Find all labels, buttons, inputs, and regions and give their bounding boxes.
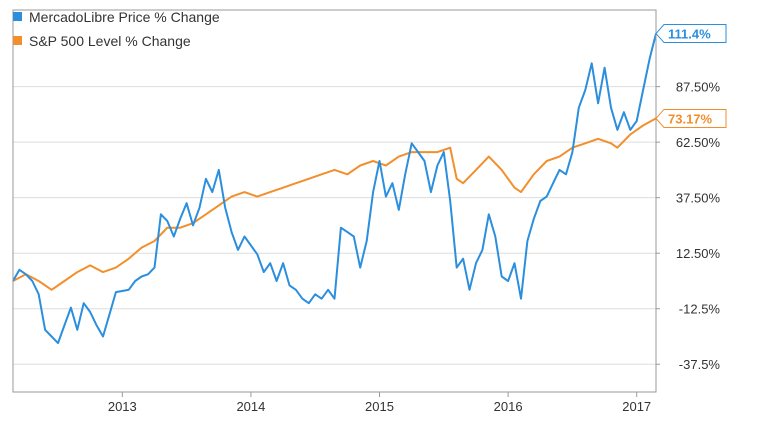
y-tick-label-0: 87.50% <box>676 80 721 95</box>
legend: MercadoLibre Price % Change S&P 500 Leve… <box>13 9 220 49</box>
y-tick-label-1: 62.50% <box>676 135 721 150</box>
end-label-box-1 <box>655 108 727 128</box>
y-tick-label-3: 12.50% <box>676 246 721 261</box>
end-label-box-0 <box>655 24 727 44</box>
x-tick-label-1: 2014 <box>236 399 265 414</box>
legend-label-sp500: S&P 500 Level % Change <box>29 33 191 49</box>
series-line-1 <box>12 117 657 291</box>
x-tick-label-4: 2017 <box>622 399 651 414</box>
legend-swatch-sp500 <box>13 36 22 45</box>
end-label-text-1: 73.17% <box>668 111 713 126</box>
y-tick-label-2: 37.50% <box>676 191 721 206</box>
end-label-text-0: 111.4% <box>668 27 711 42</box>
y-tick-label-4: -12.5% <box>679 302 721 317</box>
legend-swatch-mercadolibre <box>13 12 22 21</box>
legend-label-mercadolibre: MercadoLibre Price % Change <box>29 9 220 25</box>
end-labels: 111.4% 73.17% <box>655 24 727 128</box>
x-tick-label-0: 2013 <box>108 399 137 414</box>
x-axis-ticks: 2013 2014 2015 2016 2017 <box>108 392 651 414</box>
y-tick-label-5: -37.5% <box>679 357 721 372</box>
grid-lines <box>13 86 656 365</box>
x-tick-label-3: 2016 <box>494 399 523 414</box>
plot-frame <box>12 9 657 393</box>
series-lines <box>12 33 657 345</box>
y-axis-ticks: 87.50% 62.50% 37.50% 12.50% -12.5% -37.5% <box>656 80 721 372</box>
x-tick-label-2: 2015 <box>365 399 394 414</box>
series-line-0 <box>12 33 657 345</box>
